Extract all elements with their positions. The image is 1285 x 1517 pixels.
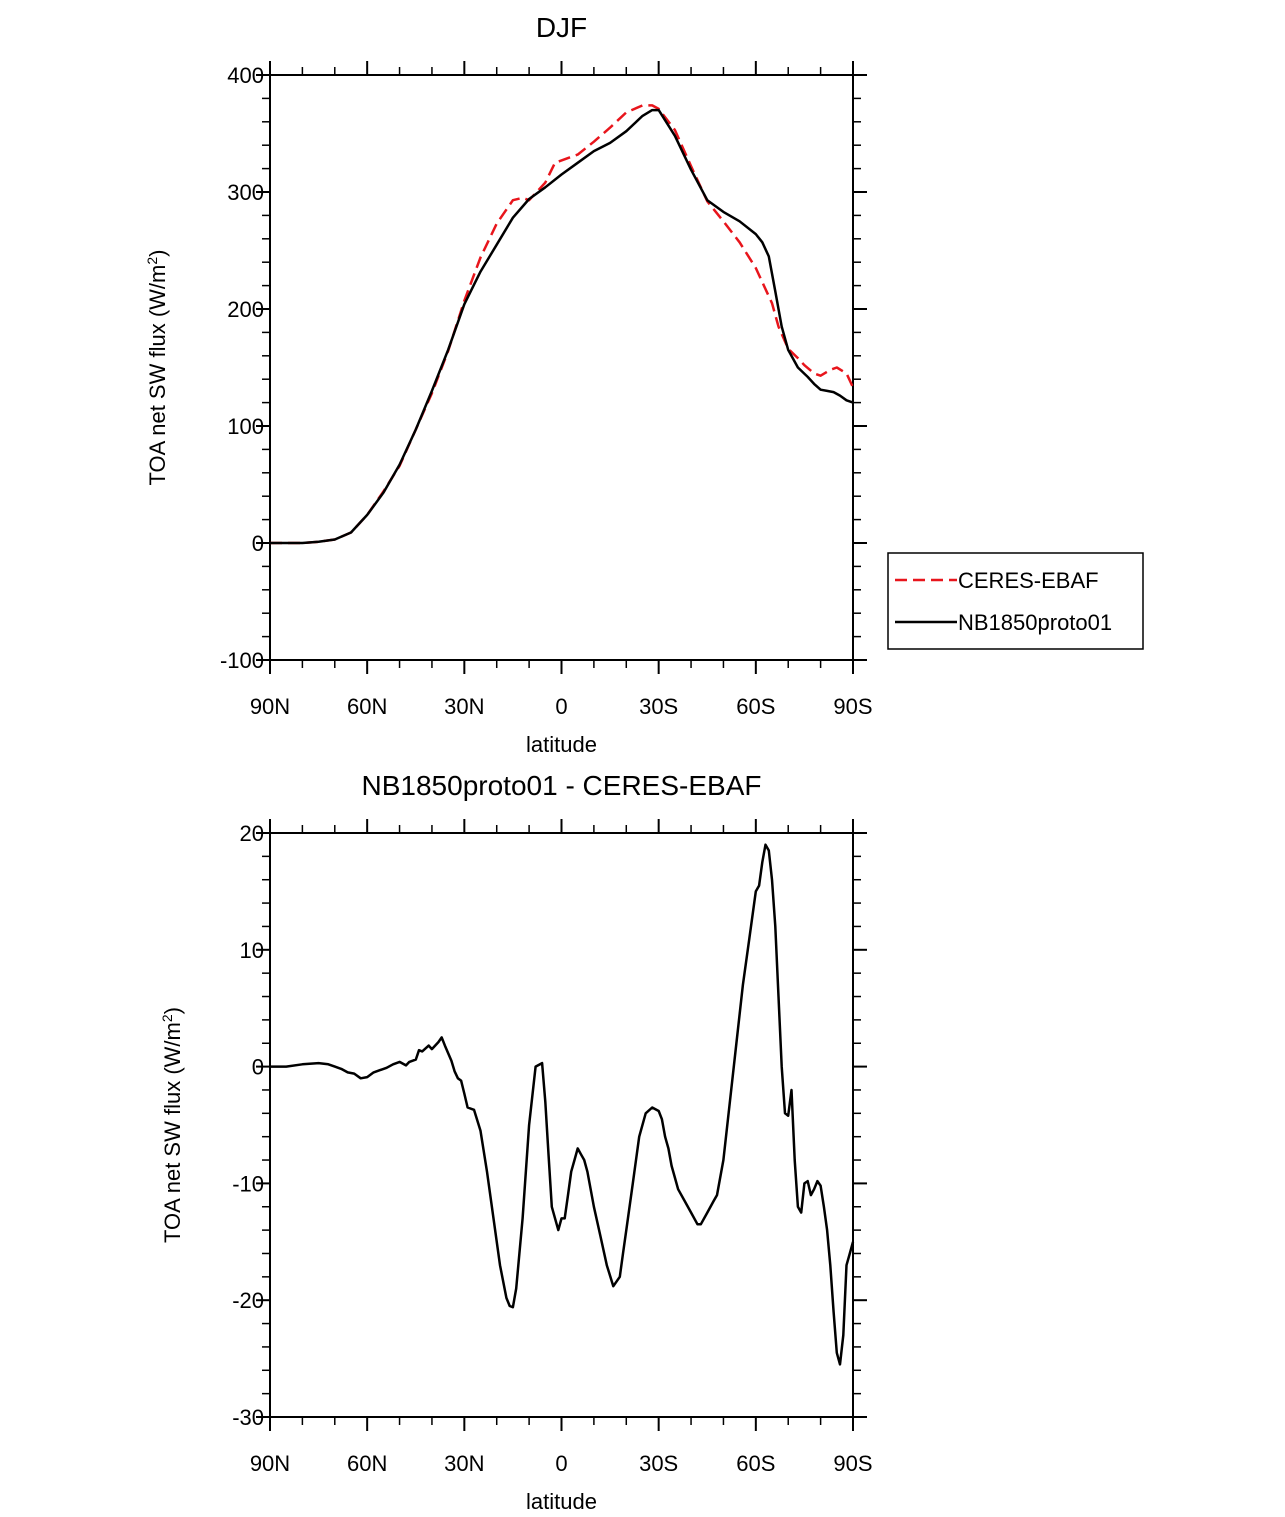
y-tick-label: 0: [252, 1055, 264, 1080]
series-line-nb1850proto01: [270, 108, 854, 545]
y-tick-label: -100: [220, 648, 264, 673]
x-tick-label: 0: [555, 1451, 567, 1476]
x-tick-label: 90N: [250, 1451, 290, 1476]
x-tick-label: 30S: [639, 1451, 678, 1476]
chart-djf-flux: DJF 90N 60N 30N 0 30S 60S 90S -100 0 100 200 300 400…: [144, 12, 1144, 757]
chart-title: DJF: [536, 12, 587, 43]
chart-difference: NB1850proto01 - CERES-EBAF 90N 60N 30N 0 30S…: [159, 770, 873, 1514]
y-tick-label: -10: [232, 1171, 264, 1196]
y-tick-label: 10: [240, 938, 264, 963]
x-tick-label: 60S: [736, 1451, 775, 1476]
y-axis-label-superscript: 2: [144, 257, 160, 265]
y-axis-label: TOA net SW flux (W/m2): [144, 250, 170, 486]
y-tick-label: 0: [252, 531, 264, 556]
x-tick-label: 90S: [833, 694, 872, 719]
plot-area: 90N 60N 30N 0 30S 60S 90S -100 0 100 200 300 400: [220, 61, 873, 719]
x-tick-label: 90N: [250, 694, 290, 719]
x-tick-label: 60N: [347, 1451, 387, 1476]
y-tick-label: 20: [240, 821, 264, 846]
y-tick-label: 100: [227, 414, 264, 439]
x-tick-label: 60S: [736, 694, 775, 719]
legend: CERES-EBAF NB1850proto01: [887, 552, 1144, 650]
series-line-ceres-ebaf: [270, 104, 855, 545]
y-axis-label-main: TOA net SW flux (W/m: [145, 265, 170, 486]
x-tick-label: 90S: [833, 1451, 872, 1476]
x-tick-label: 60N: [347, 694, 387, 719]
x-tick-label: 30N: [444, 1451, 484, 1476]
x-axis-label: latitude: [526, 1489, 597, 1514]
plot-area: 90N 60N 30N 0 30S 60S 90S -30 -20 -10 0 10 20: [232, 819, 873, 1476]
x-axis-label: latitude: [526, 732, 597, 757]
y-tick-label: -30: [232, 1405, 264, 1430]
x-tick-label: 0: [555, 694, 567, 719]
legend-label-nb1850proto01: NB1850proto01: [958, 610, 1112, 635]
y-axis-label-main: TOA net SW flux (W/m: [160, 1022, 185, 1243]
legend-label-ceres-ebaf: CERES-EBAF: [958, 568, 1099, 593]
y-tick-label: 200: [227, 297, 264, 322]
y-tick-label: 400: [227, 63, 264, 88]
y-axis-label-close: ): [145, 250, 170, 257]
y-axis-label: TOA net SW flux (W/m2): [159, 1007, 185, 1243]
chart-title: NB1850proto01 - CERES-EBAF: [362, 770, 762, 801]
y-tick-label: 300: [227, 180, 264, 205]
series-line-nb1850proto01-ceres-ebaf: [270, 843, 855, 1366]
y-axis-label-superscript: 2: [159, 1014, 175, 1022]
x-tick-label: 30N: [444, 694, 484, 719]
y-tick-label: -20: [232, 1288, 264, 1313]
legend-box: [887, 552, 1144, 650]
x-tick-label: 30S: [639, 694, 678, 719]
y-axis-label-close: ): [160, 1007, 185, 1014]
plot-frame: [269, 74, 854, 661]
plot-frame: [269, 832, 854, 1418]
